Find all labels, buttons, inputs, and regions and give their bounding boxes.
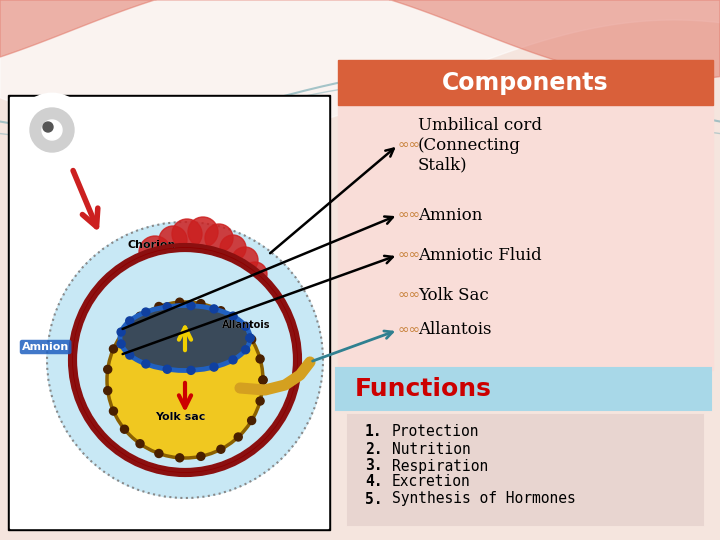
Circle shape xyxy=(30,108,74,152)
Text: Umbilical cord
(Connecting
Stalk): Umbilical cord (Connecting Stalk) xyxy=(418,117,542,173)
Circle shape xyxy=(47,222,323,498)
Circle shape xyxy=(42,120,62,140)
Text: 5.: 5. xyxy=(365,491,382,507)
Circle shape xyxy=(176,454,184,462)
Circle shape xyxy=(159,226,187,254)
Circle shape xyxy=(117,328,125,336)
Circle shape xyxy=(187,302,195,309)
Text: ∞∞: ∞∞ xyxy=(398,248,421,262)
Circle shape xyxy=(234,319,242,327)
Text: Chorion: Chorion xyxy=(128,240,176,250)
Circle shape xyxy=(126,317,134,325)
Circle shape xyxy=(142,360,150,368)
Bar xyxy=(336,368,711,410)
Circle shape xyxy=(117,340,125,348)
Text: Amnion: Amnion xyxy=(418,206,482,224)
Text: Amniotic Fluid: Amniotic Fluid xyxy=(418,246,541,264)
Text: Components: Components xyxy=(441,71,608,95)
Circle shape xyxy=(220,235,246,261)
Circle shape xyxy=(109,407,117,415)
Text: ∞∞: ∞∞ xyxy=(398,138,421,152)
Text: Allantois: Allantois xyxy=(222,320,271,330)
Circle shape xyxy=(155,302,163,310)
Bar xyxy=(10,97,328,528)
Circle shape xyxy=(187,366,195,374)
Text: Yolk sac: Yolk sac xyxy=(155,412,205,422)
Text: Yolk Sac: Yolk Sac xyxy=(418,287,489,303)
Circle shape xyxy=(229,312,237,320)
Circle shape xyxy=(256,397,264,405)
Circle shape xyxy=(217,307,225,315)
Circle shape xyxy=(246,334,254,342)
Text: Respiration: Respiration xyxy=(392,458,488,474)
Bar xyxy=(348,415,703,525)
Circle shape xyxy=(210,305,218,313)
Circle shape xyxy=(163,365,171,373)
Circle shape xyxy=(70,245,300,475)
Polygon shape xyxy=(0,0,720,80)
Circle shape xyxy=(136,312,144,320)
Text: Allantois: Allantois xyxy=(222,320,271,330)
Circle shape xyxy=(248,416,256,424)
Text: Yolk sac: Yolk sac xyxy=(155,412,205,422)
Text: Nutrition: Nutrition xyxy=(392,442,471,456)
Circle shape xyxy=(229,356,237,364)
Circle shape xyxy=(248,335,256,343)
Circle shape xyxy=(163,303,171,310)
Circle shape xyxy=(242,346,250,354)
Text: Amnion: Amnion xyxy=(22,342,69,352)
Circle shape xyxy=(77,252,293,468)
Text: 2.: 2. xyxy=(365,442,382,456)
Circle shape xyxy=(210,363,218,371)
Circle shape xyxy=(246,334,254,342)
Bar xyxy=(338,60,713,105)
Circle shape xyxy=(104,366,112,373)
Circle shape xyxy=(126,351,134,359)
Circle shape xyxy=(109,345,117,353)
Circle shape xyxy=(120,327,128,335)
Text: 4.: 4. xyxy=(365,475,382,489)
Text: Protection: Protection xyxy=(392,424,480,440)
Circle shape xyxy=(243,262,267,286)
Circle shape xyxy=(107,302,263,458)
Circle shape xyxy=(172,219,202,249)
Circle shape xyxy=(259,376,267,384)
Text: ∞∞: ∞∞ xyxy=(398,323,421,337)
Circle shape xyxy=(197,453,205,461)
Text: 1.: 1. xyxy=(365,424,382,440)
Circle shape xyxy=(188,217,218,247)
Circle shape xyxy=(232,247,258,273)
Ellipse shape xyxy=(120,306,250,370)
Bar xyxy=(8,95,330,530)
Text: Allantois: Allantois xyxy=(418,321,492,339)
Circle shape xyxy=(139,236,171,268)
Circle shape xyxy=(120,425,128,433)
Circle shape xyxy=(256,355,264,363)
Text: Chorion: Chorion xyxy=(128,240,176,250)
Circle shape xyxy=(205,224,233,252)
Circle shape xyxy=(217,446,225,453)
Circle shape xyxy=(142,308,150,316)
Circle shape xyxy=(176,298,184,306)
Polygon shape xyxy=(0,0,720,140)
Circle shape xyxy=(136,440,144,448)
Text: Synthesis of Hormones: Synthesis of Hormones xyxy=(392,491,576,507)
Text: 3.: 3. xyxy=(365,458,382,474)
Circle shape xyxy=(104,387,112,395)
Text: Functions: Functions xyxy=(355,377,492,401)
Circle shape xyxy=(259,376,267,384)
Text: Excretion: Excretion xyxy=(392,475,471,489)
Text: ∞∞: ∞∞ xyxy=(398,288,421,302)
Text: ∞∞: ∞∞ xyxy=(398,208,421,222)
Circle shape xyxy=(16,94,88,166)
Circle shape xyxy=(155,449,163,457)
Circle shape xyxy=(43,122,53,132)
Bar xyxy=(338,105,713,370)
Circle shape xyxy=(242,322,250,330)
Circle shape xyxy=(197,300,205,308)
Circle shape xyxy=(234,433,242,441)
